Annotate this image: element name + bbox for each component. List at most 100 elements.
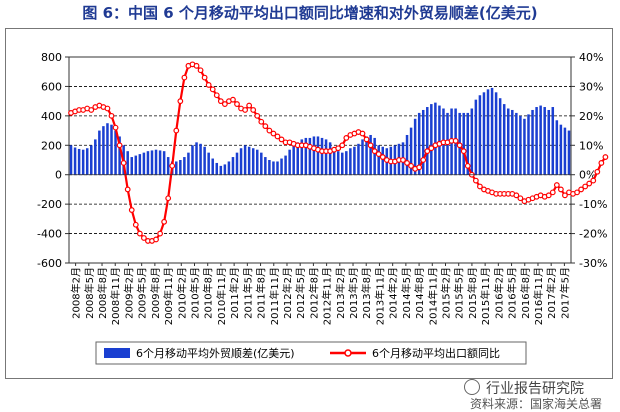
bar	[527, 114, 530, 175]
bar	[219, 165, 223, 175]
bar	[191, 145, 194, 175]
line-point	[456, 142, 463, 149]
x-tick-label: 2012年5月	[294, 267, 307, 319]
bar	[462, 112, 465, 175]
bar	[361, 139, 364, 175]
bar	[563, 127, 567, 175]
bar	[421, 109, 425, 175]
x-tick-label: 2013年11月	[373, 267, 386, 325]
bar	[288, 149, 291, 175]
bar	[349, 148, 352, 175]
bar	[175, 161, 178, 175]
y-right-tick-label: 40%	[579, 51, 603, 64]
bar	[413, 118, 417, 175]
line-point	[274, 133, 281, 140]
line-point	[578, 186, 585, 193]
bar	[470, 108, 474, 175]
bar	[320, 137, 324, 175]
bar	[255, 149, 259, 175]
line-point	[416, 164, 423, 171]
x-tick-label: 2009年11月	[162, 267, 175, 325]
bar	[247, 146, 251, 175]
bar	[284, 155, 287, 175]
bar	[102, 126, 105, 175]
line-point	[221, 101, 228, 107]
bar	[365, 136, 368, 175]
bar	[369, 134, 372, 175]
bar	[559, 124, 563, 175]
bar	[223, 164, 227, 175]
bar	[239, 148, 243, 175]
line-point	[408, 162, 414, 169]
x-tick-label: 2010年8月	[202, 267, 215, 319]
line-point	[132, 221, 139, 228]
line-point	[177, 98, 184, 105]
legend-box	[95, 341, 527, 365]
bar	[110, 124, 113, 175]
line-point	[367, 142, 374, 149]
bar	[94, 139, 97, 175]
x-tick-label: 2012年2月	[281, 267, 294, 319]
x-tick-label: 2011年5月	[241, 267, 254, 319]
line-point	[197, 67, 204, 74]
line-point	[201, 74, 208, 81]
line-point	[242, 107, 249, 113]
bar	[438, 105, 441, 175]
bar	[81, 149, 85, 175]
bar	[207, 152, 210, 175]
line-point	[363, 136, 370, 143]
bar	[264, 157, 267, 175]
x-tick-label: 2008年11月	[109, 267, 122, 325]
x-tick-label: 2009年8月	[149, 267, 162, 319]
line-point	[169, 162, 176, 169]
line-point	[246, 102, 253, 109]
bar	[90, 145, 93, 175]
line-point	[602, 154, 609, 160]
bar	[308, 137, 312, 175]
bar	[434, 102, 437, 175]
bar	[341, 152, 344, 175]
line-point	[209, 86, 216, 93]
bar	[466, 112, 470, 175]
line-point	[424, 148, 431, 155]
x-tick-label: 2016年11月	[532, 267, 545, 325]
line-point	[112, 124, 119, 131]
chart-svg: 8006004002000-200-400-60040%30%20%10%0%-…	[37, 51, 609, 365]
bar	[69, 145, 73, 175]
bar	[482, 92, 486, 175]
line-point	[562, 192, 568, 199]
line-point	[557, 186, 564, 193]
x-tick-label: 2013年2月	[334, 267, 347, 319]
bar	[515, 112, 518, 175]
line-point	[513, 192, 520, 199]
line-point	[545, 192, 552, 199]
line-point	[262, 123, 269, 130]
line-point	[128, 207, 135, 213]
line-point	[582, 183, 589, 190]
line-point	[181, 74, 188, 81]
line-point	[343, 135, 350, 141]
x-tick-label: 2014年11月	[426, 267, 439, 325]
bar	[199, 143, 202, 175]
bar	[535, 107, 538, 175]
line-point	[173, 127, 180, 134]
line-point	[590, 177, 597, 184]
line-point	[213, 92, 220, 99]
line-point	[161, 218, 168, 225]
y-right-tick-label: 20%	[579, 110, 603, 123]
bar	[304, 137, 308, 175]
x-tick-label: 2012年11月	[321, 267, 334, 325]
watermark: 行业报告研究院	[464, 378, 584, 398]
x-tick-label: 2013年8月	[360, 267, 373, 319]
bar	[292, 145, 295, 175]
bar	[551, 107, 555, 175]
x-tick-label: 2011年8月	[255, 267, 268, 319]
watermark-text: 行业报告研究院	[486, 381, 584, 397]
line-point	[472, 177, 479, 184]
line-point	[517, 195, 524, 202]
y-right-tick-label: 10%	[579, 139, 603, 152]
bar	[300, 139, 304, 175]
y-left-tick-label: -600	[37, 257, 62, 270]
y-right-tick-label: 30%	[579, 80, 603, 93]
bar	[373, 137, 376, 175]
